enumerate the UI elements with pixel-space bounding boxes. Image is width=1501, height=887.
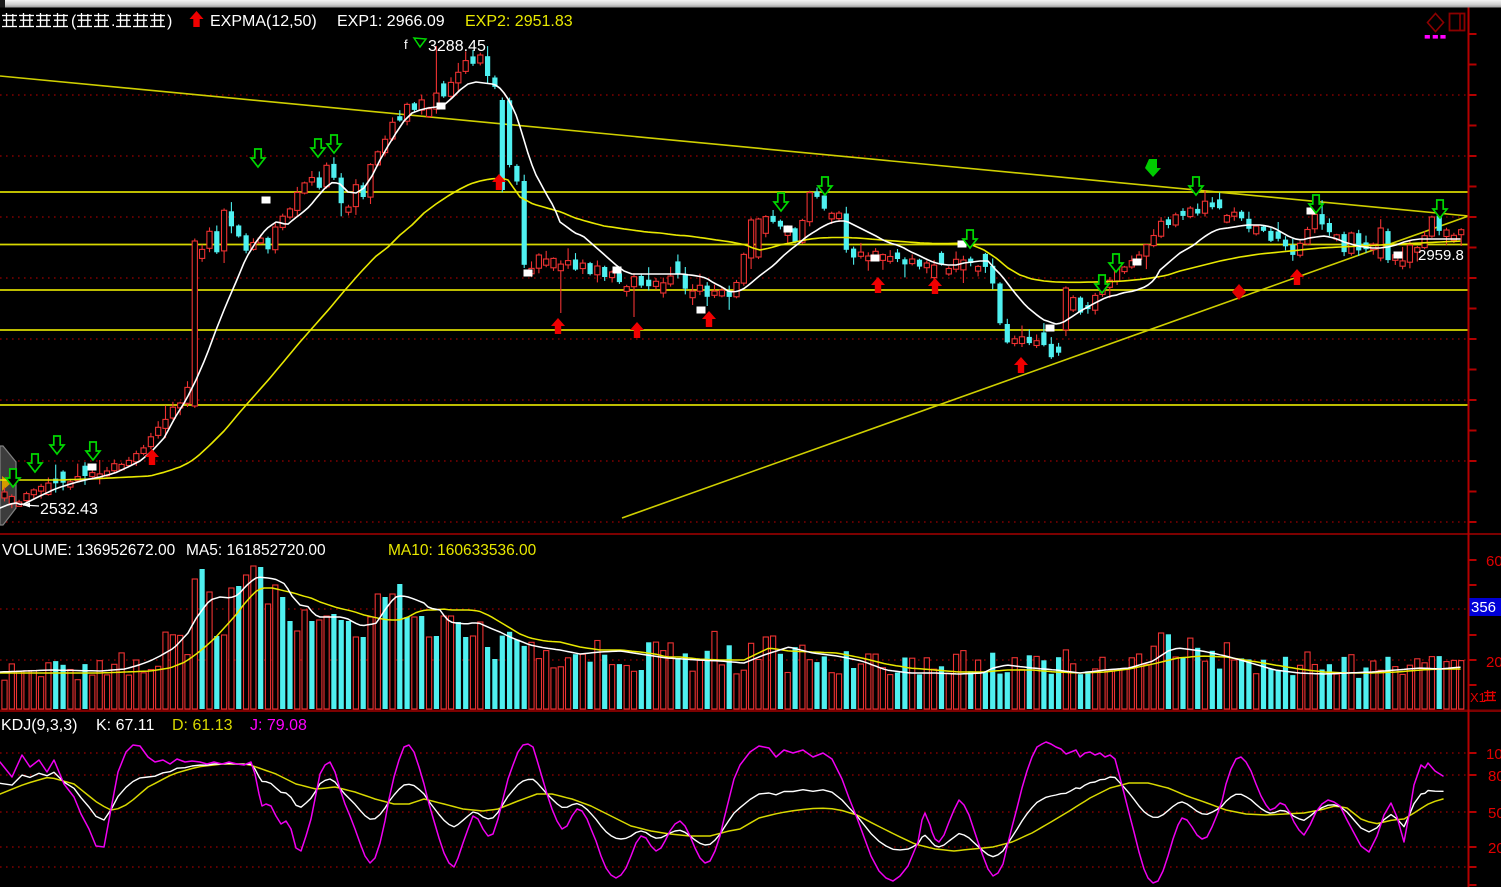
svg-text:EXP1: 2966.09: EXP1: 2966.09: [337, 13, 445, 30]
svg-text:2532.43: 2532.43: [40, 501, 98, 518]
svg-text:.: .: [111, 13, 115, 30]
svg-text:EXP2: 2951.83: EXP2: 2951.83: [465, 13, 573, 30]
svg-text:100: 100: [1486, 746, 1501, 763]
svg-text:80: 80: [1488, 768, 1501, 785]
svg-text:K: 67.11: K: 67.11: [96, 717, 155, 734]
svg-text:D: 61.13: D: 61.13: [172, 717, 233, 734]
svg-text:60: 60: [1486, 553, 1501, 570]
svg-text:f: f: [404, 37, 408, 52]
svg-text:MA5: 161852720.00: MA5: 161852720.00: [186, 542, 326, 559]
svg-text:VOLUME: 136952672.00: VOLUME: 136952672.00: [2, 542, 176, 559]
svg-text:2959.8: 2959.8: [1418, 247, 1464, 264]
svg-text:J: 79.08: J: 79.08: [250, 717, 307, 734]
svg-text:50: 50: [1488, 805, 1501, 822]
svg-text:20: 20: [1486, 654, 1501, 671]
svg-text:MA10: 160633536.00: MA10: 160633536.00: [388, 542, 537, 559]
svg-text:(: (: [71, 13, 77, 30]
svg-text:20: 20: [1488, 840, 1501, 857]
svg-text:): ): [167, 13, 172, 30]
svg-text:356: 356: [1471, 599, 1496, 616]
svg-text:X1: X1: [1470, 690, 1486, 705]
svg-text:EXPMA(12,50): EXPMA(12,50): [210, 13, 317, 30]
svg-text:3288.45: 3288.45: [428, 38, 486, 55]
svg-text:KDJ(9,3,3): KDJ(9,3,3): [1, 717, 77, 734]
